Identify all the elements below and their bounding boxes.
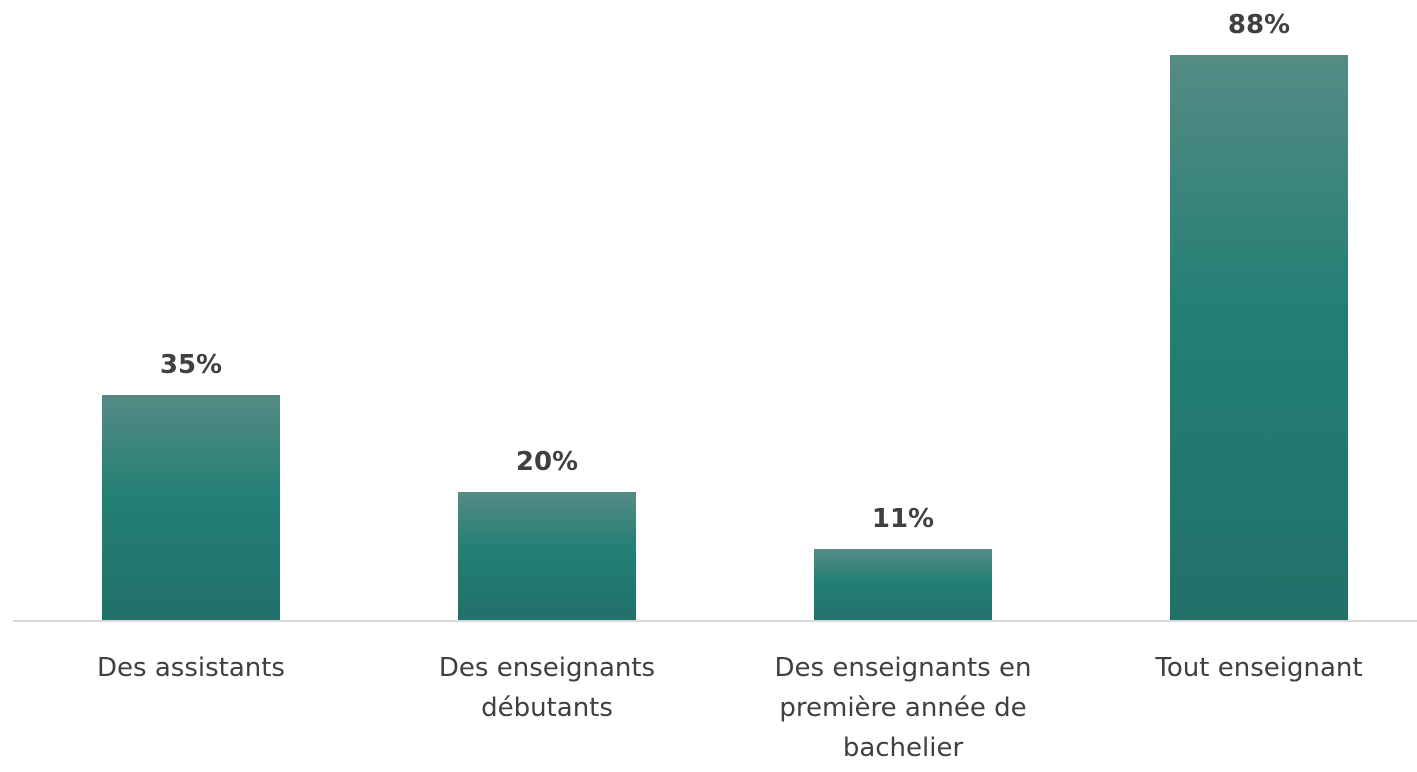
data-label: 88% <box>1227 10 1291 41</box>
data-label: 20% <box>515 446 579 477</box>
x-tick-label: Des enseignants en première année de bac… <box>774 653 1032 763</box>
bar <box>1170 55 1348 620</box>
bar <box>814 549 992 620</box>
data-label: 35% <box>159 350 223 381</box>
data-label: 11% <box>871 504 935 535</box>
x-axis-line <box>13 620 1417 622</box>
x-tick-label: Tout enseignant <box>1155 653 1363 683</box>
x-tick-label: Des assistants <box>97 653 285 683</box>
bar <box>458 491 636 620</box>
x-tick-label: Des enseignants débutants <box>438 653 656 723</box>
bar <box>102 395 280 620</box>
